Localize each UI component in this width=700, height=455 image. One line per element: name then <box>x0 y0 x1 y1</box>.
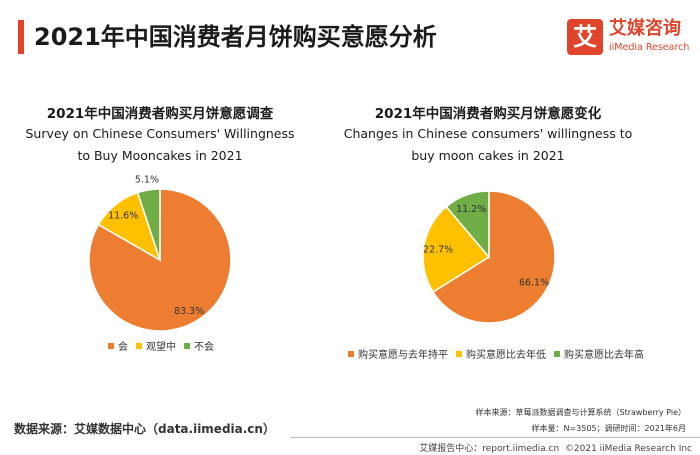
left-data-label-1: 11.6% <box>108 210 138 221</box>
page-title: 2021年中国消费者月饼购买意愿分析 <box>34 23 437 51</box>
right-legend-item-1: 购买意愿比去年低 <box>456 346 546 361</box>
right-data-label-1: 22.7% <box>423 245 453 256</box>
right-data-label-0: 66.1% <box>519 277 549 288</box>
left-legend-label-1: 观望中 <box>146 342 176 353</box>
right-slice-2 <box>445 190 490 260</box>
logo-mark: 艾 <box>567 19 603 55</box>
copyright: ©2021 iiMedia Research Inc <box>564 444 692 454</box>
left-data-label-0: 83.3% <box>174 306 204 317</box>
left-chart-subtitle: Survey on Chinese Consumers' Willingness… <box>25 126 295 163</box>
footer-divider <box>290 437 700 438</box>
iimedia-logo: 艾 艾媒咨询 iiMedia Research <box>567 17 693 61</box>
left-legend-label-0: 会 <box>118 342 128 353</box>
left-legend-swatch-1 <box>136 342 142 349</box>
right-data-label-2: 11.2% <box>456 204 486 215</box>
right-legend-item-0: 购买意愿与去年持平 <box>348 346 448 361</box>
left-legend-swatch-2 <box>184 342 190 349</box>
left-chart-title-block: 2021年中国消费者购买月饼意愿调查 Survey on Chinese Con… <box>20 105 300 167</box>
data-source: 数据来源：艾媒数据中心（data.iimedia.cn） <box>14 422 275 436</box>
right-legend-swatch-0 <box>348 350 354 357</box>
right-slice-1 <box>422 205 491 294</box>
footer: 艾媒报告中心：report.iimedia.cn ©2021 iiMedia R… <box>419 441 692 454</box>
left-data-label-2: 5.1% <box>135 175 159 186</box>
report-center-link[interactable]: 艾媒报告中心：report.iimedia.cn <box>419 444 560 454</box>
sample-source: 样本来源：草莓派数据调查与计算系统（Strawberry Pie） <box>475 408 686 417</box>
left-legend-item-0: 会 <box>108 338 128 353</box>
right-legend-label-2: 购买意愿比去年高 <box>564 350 644 361</box>
right-chart-subtitle: Changes in Chinese consumers' willingnes… <box>343 126 633 163</box>
right-legend-label-1: 购买意愿比去年低 <box>466 350 546 361</box>
right-chart-title: 2021年中国消费者购买月饼意愿变化 <box>374 106 602 122</box>
left-chart-title: 2021年中国消费者购买月饼意愿调查 <box>46 106 274 122</box>
left-legend-item-2: 不会 <box>184 338 214 353</box>
logo-cn-text: 艾媒咨询 <box>609 18 681 39</box>
right-chart-legend: 购买意愿与去年持平 购买意愿比去年低 购买意愿比去年高 <box>348 346 652 361</box>
right-chart-title-block: 2021年中国消费者购买月饼意愿变化 Changes in Chinese co… <box>338 105 638 167</box>
left-legend-swatch-0 <box>108 342 114 349</box>
right-legend-label-0: 购买意愿与去年持平 <box>358 350 448 361</box>
left-slice-2 <box>136 188 161 261</box>
right-pie-chart: 66.1% 22.7% 11.2% <box>422 190 556 324</box>
right-legend-swatch-2 <box>554 350 560 357</box>
left-legend-item-1: 观望中 <box>136 338 176 353</box>
left-legend-label-2: 不会 <box>194 342 214 353</box>
right-legend-swatch-1 <box>456 350 462 357</box>
sample-info: 样本量：N=3505；调研时间：2021年6月 <box>531 424 687 433</box>
right-slice-0 <box>432 190 556 324</box>
logo-en-text: iiMedia Research <box>609 42 690 53</box>
right-legend-item-2: 购买意愿比去年高 <box>554 346 644 361</box>
left-pie-chart: 83.3% 11.6% 5.1% <box>88 175 232 332</box>
left-chart-legend: 会 观望中 不会 <box>108 338 222 353</box>
title-accent-bar <box>18 20 24 54</box>
